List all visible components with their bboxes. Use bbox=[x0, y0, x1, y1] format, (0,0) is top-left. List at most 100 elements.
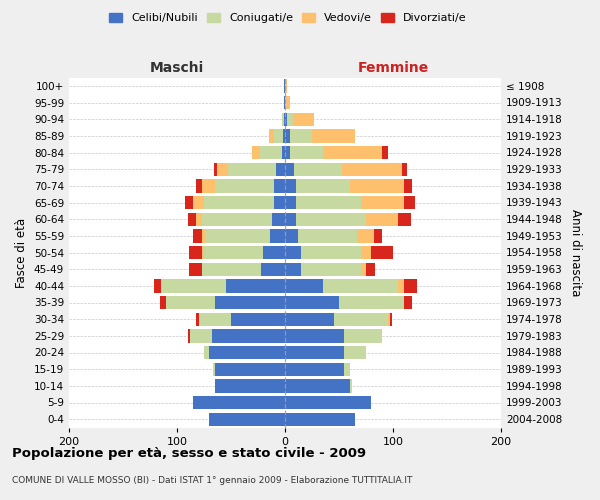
Bar bbox=[214, 162, 285, 176]
Bar bbox=[285, 379, 352, 392]
Bar bbox=[209, 346, 285, 359]
Bar bbox=[161, 279, 285, 292]
Bar bbox=[285, 246, 301, 259]
Bar bbox=[285, 179, 412, 192]
Bar bbox=[209, 412, 285, 426]
Bar bbox=[285, 329, 344, 342]
Bar bbox=[285, 112, 314, 126]
Bar bbox=[285, 196, 296, 209]
Bar bbox=[285, 412, 355, 426]
Bar bbox=[217, 162, 285, 176]
Bar bbox=[285, 112, 293, 126]
Bar bbox=[285, 129, 312, 142]
Bar bbox=[285, 212, 366, 226]
Bar bbox=[285, 312, 388, 326]
Bar bbox=[209, 412, 285, 426]
Bar bbox=[190, 329, 285, 342]
Bar bbox=[285, 362, 350, 376]
Bar bbox=[202, 246, 285, 259]
Bar bbox=[285, 179, 296, 192]
Bar bbox=[202, 262, 285, 276]
Bar bbox=[160, 296, 285, 309]
Bar bbox=[204, 346, 285, 359]
Bar bbox=[189, 262, 285, 276]
Bar bbox=[193, 396, 285, 409]
Bar bbox=[285, 96, 290, 109]
Bar bbox=[285, 229, 382, 242]
Bar bbox=[189, 246, 285, 259]
Bar bbox=[196, 312, 285, 326]
Bar bbox=[285, 296, 404, 309]
Bar bbox=[285, 162, 342, 176]
Bar bbox=[285, 329, 382, 342]
Bar bbox=[215, 379, 285, 392]
Bar bbox=[284, 96, 285, 109]
Bar bbox=[282, 146, 285, 159]
Bar bbox=[285, 296, 412, 309]
Bar bbox=[284, 96, 285, 109]
Bar bbox=[274, 179, 285, 192]
Y-axis label: Anni di nascita: Anni di nascita bbox=[569, 209, 582, 296]
Bar bbox=[196, 179, 285, 192]
Bar bbox=[285, 312, 334, 326]
Bar bbox=[251, 146, 285, 159]
Bar bbox=[193, 196, 285, 209]
Bar bbox=[285, 229, 374, 242]
Bar bbox=[215, 362, 285, 376]
Bar bbox=[193, 396, 285, 409]
Bar bbox=[285, 262, 361, 276]
Bar bbox=[285, 162, 401, 176]
Bar bbox=[285, 396, 371, 409]
Bar bbox=[285, 412, 355, 426]
Bar bbox=[285, 229, 358, 242]
Bar bbox=[188, 212, 285, 226]
Bar bbox=[193, 396, 285, 409]
Bar bbox=[166, 296, 285, 309]
Bar bbox=[185, 196, 285, 209]
Bar bbox=[285, 96, 290, 109]
Bar bbox=[202, 179, 285, 192]
Bar bbox=[269, 129, 285, 142]
Bar bbox=[284, 79, 285, 92]
Bar bbox=[284, 79, 285, 92]
Bar bbox=[285, 146, 290, 159]
Bar bbox=[190, 329, 285, 342]
Bar bbox=[285, 129, 355, 142]
Bar bbox=[285, 412, 355, 426]
Bar bbox=[285, 346, 366, 359]
Bar bbox=[285, 196, 415, 209]
Text: Femmine: Femmine bbox=[358, 61, 428, 75]
Bar bbox=[285, 146, 388, 159]
Text: COMUNE DI VALLE MOSSO (BI) - Dati ISTAT 1° gennaio 2009 - Elaborazione TUTTITALI: COMUNE DI VALLE MOSSO (BI) - Dati ISTAT … bbox=[12, 476, 412, 485]
Bar bbox=[285, 346, 344, 359]
Bar bbox=[285, 396, 371, 409]
Bar bbox=[285, 279, 417, 292]
Bar bbox=[285, 379, 350, 392]
Bar bbox=[204, 346, 285, 359]
Bar bbox=[285, 362, 350, 376]
Bar bbox=[274, 129, 285, 142]
Bar bbox=[284, 96, 285, 109]
Bar bbox=[166, 296, 285, 309]
Bar bbox=[215, 179, 285, 192]
Text: Popolazione per età, sesso e stato civile - 2009: Popolazione per età, sesso e stato civil… bbox=[12, 448, 366, 460]
Bar bbox=[282, 112, 285, 126]
Bar bbox=[199, 312, 285, 326]
Bar bbox=[285, 162, 407, 176]
Bar bbox=[285, 162, 293, 176]
Bar bbox=[274, 196, 285, 209]
Bar bbox=[193, 396, 285, 409]
Bar bbox=[209, 412, 285, 426]
Bar bbox=[285, 329, 382, 342]
Bar bbox=[215, 379, 285, 392]
Bar bbox=[285, 262, 301, 276]
Bar bbox=[202, 229, 285, 242]
Bar bbox=[285, 412, 355, 426]
Bar bbox=[215, 379, 285, 392]
Bar bbox=[285, 246, 361, 259]
Bar bbox=[285, 262, 366, 276]
Text: Maschi: Maschi bbox=[150, 61, 204, 75]
Bar bbox=[231, 312, 285, 326]
Bar bbox=[285, 212, 398, 226]
Bar bbox=[212, 329, 285, 342]
